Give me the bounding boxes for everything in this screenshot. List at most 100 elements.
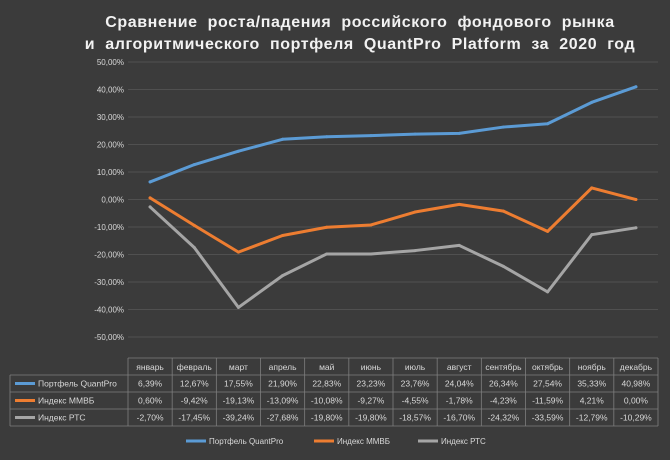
data-point: [457, 243, 461, 247]
data-label: -10,29%: [620, 413, 652, 423]
data-label: -9,27%: [357, 396, 384, 406]
legend-label: Индекс ММВБ: [337, 437, 390, 446]
data-label: -18,57%: [399, 413, 431, 423]
data-label: 0,00%: [624, 396, 649, 406]
data-point: [413, 132, 417, 136]
y-tick-label: -20,00%: [94, 251, 124, 260]
data-point: [325, 252, 329, 256]
data-label: -33,59%: [532, 413, 564, 423]
x-category-label: июль: [405, 362, 426, 372]
data-point: [369, 252, 373, 256]
data-point: [325, 135, 329, 139]
data-point: [501, 264, 505, 268]
data-label: 24,04%: [445, 379, 474, 389]
x-category-label: март: [229, 362, 248, 372]
data-label: -24,32%: [488, 413, 520, 423]
series-line: [148, 205, 638, 309]
data-point: [369, 223, 373, 227]
chart-title: Сравнение роста/падения российского фонд…: [60, 12, 660, 56]
y-tick-label: 30,00%: [97, 113, 124, 122]
data-point: [413, 210, 417, 214]
data-point: [457, 131, 461, 135]
chart-title-line-1: Сравнение роста/падения российского фонд…: [105, 14, 615, 31]
data-point: [590, 100, 594, 104]
legend-label: Индекс РТС: [441, 437, 486, 446]
table-series-name: Индекс РТС: [38, 413, 86, 423]
data-label: -1,78%: [446, 396, 473, 406]
data-point: [501, 209, 505, 213]
x-category-label: январь: [136, 362, 164, 372]
data-point: [634, 85, 638, 89]
data-point: [148, 205, 152, 209]
data-label: -19,80%: [355, 413, 387, 423]
data-label: 17,55%: [224, 379, 253, 389]
y-tick-label: 10,00%: [97, 168, 124, 177]
data-label: -27,68%: [267, 413, 299, 423]
chart-title-line-2: и алгоритмического портфеля QuantPro Pla…: [84, 36, 636, 53]
data-label: 0,60%: [138, 396, 163, 406]
data-label: -39,24%: [223, 413, 255, 423]
y-tick-label: 0,00%: [101, 196, 124, 205]
data-label: 26,34%: [489, 379, 518, 389]
data-point: [634, 226, 638, 230]
data-label: 40,98%: [621, 379, 650, 389]
data-label: 4,21%: [580, 396, 605, 406]
data-label: -10,08%: [311, 396, 343, 406]
data-label: 6,39%: [138, 379, 163, 389]
data-point: [546, 290, 550, 294]
data-label: 23,23%: [356, 379, 385, 389]
data-point: [501, 125, 505, 129]
table-series-name: Портфель QuantPro: [38, 379, 117, 389]
data-label: -19,80%: [311, 413, 343, 423]
data-point: [236, 149, 240, 153]
data-point: [546, 229, 550, 233]
y-tick-label: -30,00%: [94, 278, 124, 287]
data-label: 35,33%: [577, 379, 606, 389]
data-point: [369, 134, 373, 138]
y-tick-label: -10,00%: [94, 223, 124, 232]
data-label: -11,59%: [532, 396, 563, 406]
data-label: 23,76%: [401, 379, 430, 389]
y-tick-label: -40,00%: [94, 306, 124, 315]
data-point: [546, 122, 550, 126]
data-label: 22,83%: [312, 379, 341, 389]
data-point: [281, 233, 285, 237]
data-point: [281, 274, 285, 278]
x-category-label: декабрь: [620, 362, 653, 372]
data-label: -13,09%: [267, 396, 299, 406]
data-point: [148, 180, 152, 184]
y-tick-label: 40,00%: [97, 86, 124, 95]
data-point: [236, 305, 240, 309]
x-category-label: февраль: [177, 362, 213, 372]
data-point: [236, 250, 240, 254]
data-label: -16,70%: [443, 413, 475, 423]
data-label: -2,70%: [137, 413, 164, 423]
y-tick-label: 50,00%: [97, 58, 124, 67]
data-label: 12,67%: [180, 379, 209, 389]
data-point: [413, 249, 417, 253]
x-category-label: август: [447, 362, 472, 372]
data-point: [457, 202, 461, 206]
data-label: -17,45%: [178, 413, 210, 423]
y-tick-label: -50,00%: [94, 333, 124, 342]
x-category-label: апрель: [269, 362, 297, 372]
data-point: [590, 186, 594, 190]
series-line: [148, 186, 638, 254]
data-label: -19,13%: [223, 396, 255, 406]
data-label: -4,55%: [402, 396, 429, 406]
y-tick-label: 20,00%: [97, 141, 124, 150]
data-label: -12,79%: [576, 413, 608, 423]
x-category-label: июнь: [361, 362, 382, 372]
data-point: [281, 137, 285, 141]
table-series-name: Индекс ММВБ: [38, 396, 95, 406]
x-category-label: октябрь: [532, 362, 564, 372]
data-label: -9,42%: [181, 396, 208, 406]
series-line: [148, 85, 638, 184]
data-point: [325, 225, 329, 229]
data-label: -4,23%: [490, 396, 517, 406]
legend-label: Портфель QuantPro: [209, 437, 284, 446]
data-point: [192, 245, 196, 249]
data-point: [148, 196, 152, 200]
